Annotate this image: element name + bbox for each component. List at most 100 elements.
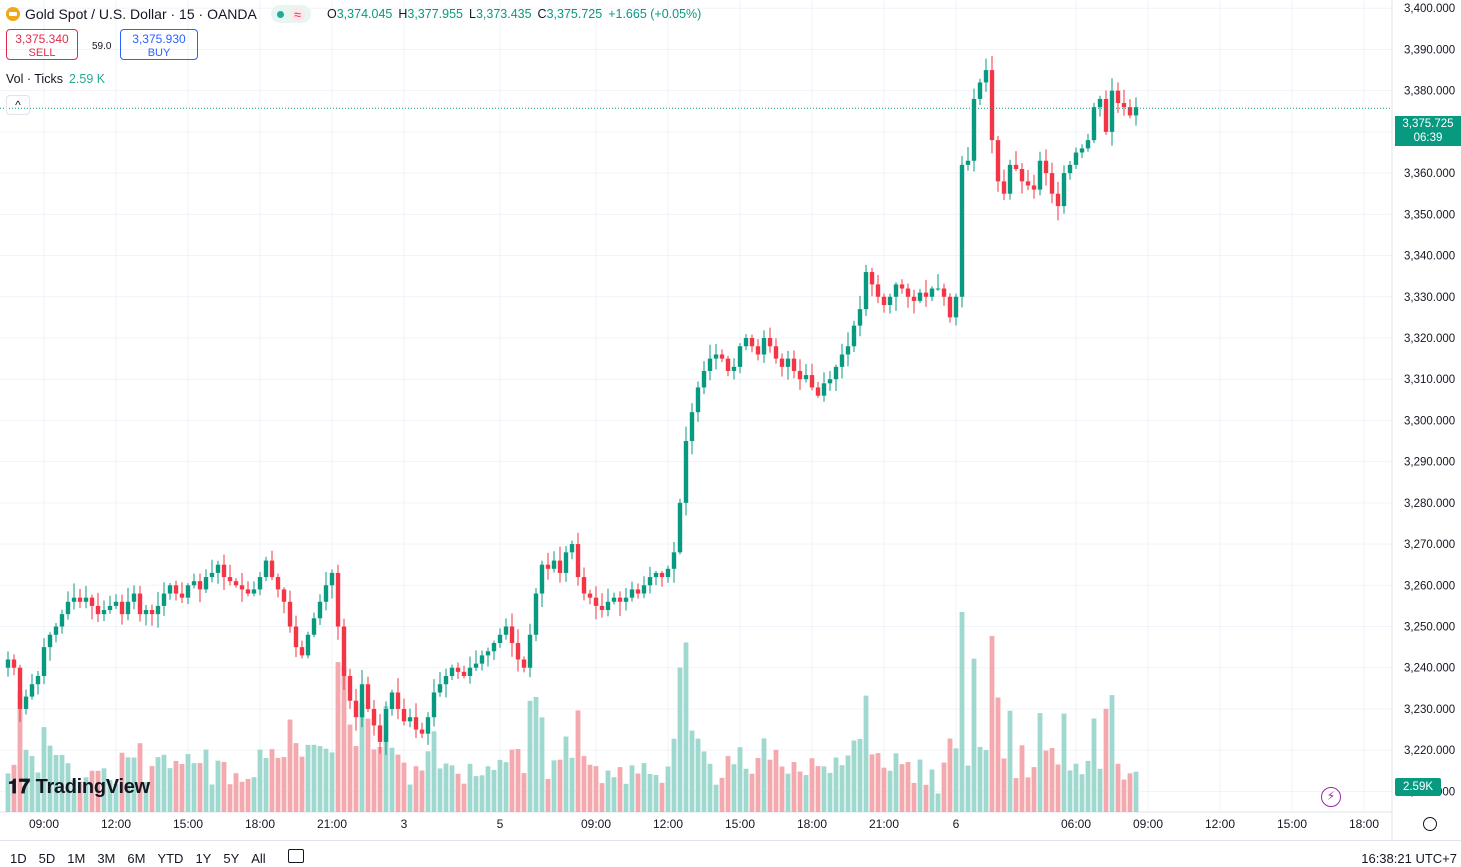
volume-bar (257, 749, 263, 812)
candle-body (539, 564, 545, 594)
volume-bar (53, 754, 59, 812)
clock[interactable]: 16:38:21 UTC+7 (1361, 851, 1457, 866)
candle-body (521, 659, 527, 668)
candle-body (245, 589, 251, 594)
range-all[interactable]: All (251, 851, 266, 866)
candle-body (503, 626, 509, 635)
price-tick-label: 3,360.000 (1404, 168, 1455, 180)
candle-body (629, 589, 635, 598)
volume-bar (1127, 773, 1133, 812)
candle-body (707, 358, 713, 371)
volume-bar (677, 667, 683, 812)
candle-body (221, 564, 227, 578)
volume-bar (683, 642, 689, 812)
candle-body (989, 70, 995, 141)
volume-bar (71, 779, 77, 812)
symbol-title[interactable]: Gold Spot / U.S. Dollar · 15 · OANDA (25, 6, 257, 22)
candle-body (137, 593, 143, 615)
range-3m[interactable]: 3M (97, 851, 116, 866)
price-tick-label: 3,320.000 (1404, 333, 1455, 345)
candle-body (455, 667, 461, 672)
candle-body (797, 370, 803, 380)
volume-bar (671, 738, 677, 812)
candle-body (389, 692, 395, 709)
candle-body (251, 589, 257, 594)
candle-body (1085, 140, 1091, 149)
buy-button[interactable]: 3,375.930 BUY (120, 29, 198, 60)
volume-bar (131, 757, 137, 812)
volume-bar (773, 749, 779, 812)
price-tick-label: 3,290.000 (1404, 457, 1455, 469)
candle-body (527, 634, 533, 668)
market-status-pill[interactable]: ≈ (270, 5, 311, 23)
volume-bar (587, 764, 593, 812)
range-1y[interactable]: 1Y (195, 851, 212, 866)
volume-bar (203, 749, 209, 812)
volume-bar (713, 784, 719, 812)
range-6m[interactable]: 6M (127, 851, 146, 866)
range-5y[interactable]: 5Y (223, 851, 240, 866)
volume-bar (1115, 763, 1121, 812)
candle-body (347, 675, 353, 701)
volume-bar (293, 743, 299, 812)
candle-body (965, 160, 971, 165)
lightning-icon[interactable]: ⚡ (1321, 787, 1341, 807)
candle-body (269, 560, 275, 578)
volume-bar (833, 757, 839, 812)
volume-bar (971, 658, 977, 812)
volume-bar (653, 774, 659, 812)
range-1m[interactable]: 1M (67, 851, 86, 866)
volume-bar (1109, 695, 1115, 812)
candle-body (851, 325, 857, 347)
candle-body (809, 375, 815, 388)
candle-body (947, 296, 953, 318)
time-tick-label: 15:00 (1277, 817, 1307, 831)
volume-bar (539, 717, 545, 812)
range-ytd[interactable]: YTD (157, 851, 184, 866)
candle-body (1037, 160, 1043, 190)
candle-body (665, 568, 671, 578)
volume-bar (803, 775, 809, 812)
price-tick-label: 3,350.000 (1404, 209, 1455, 221)
volume-bar (245, 778, 251, 812)
price-tick-label: 3,270.000 (1404, 539, 1455, 551)
volume-bar (269, 749, 275, 812)
price-tick-label: 3,260.000 (1404, 580, 1455, 592)
candle-body (641, 585, 647, 594)
candle-body (5, 659, 11, 668)
candle-body (959, 164, 965, 297)
candle-body (1061, 173, 1067, 207)
volume-bar (233, 773, 239, 812)
candle-body (593, 597, 599, 606)
range-1d[interactable]: 1D (10, 851, 27, 866)
volume-bar (311, 744, 317, 812)
volume-bar (35, 772, 41, 812)
sell-button[interactable]: 3,375.340 SELL (6, 29, 78, 60)
volume-bar (965, 765, 971, 812)
gear-icon[interactable] (1423, 817, 1437, 831)
candle-body (893, 284, 899, 297)
volume-axis-label: 2.59K (1395, 778, 1441, 796)
volume-bar (425, 751, 431, 812)
volume-bar (497, 759, 503, 812)
volume-bar (305, 744, 311, 812)
candle-body (473, 663, 479, 668)
volume-bar (827, 772, 833, 812)
calendar-icon[interactable] (288, 849, 304, 863)
price-tick-label: 3,280.000 (1404, 498, 1455, 510)
volume-bar (947, 738, 953, 812)
candle-body (329, 572, 335, 586)
volume-bar (161, 754, 167, 812)
range-5d[interactable]: 5D (38, 851, 56, 866)
candle-body (611, 597, 617, 602)
volume-bar (953, 748, 959, 812)
tradingview-logo[interactable]: 𝟏𝟕 TradingView (8, 776, 150, 798)
candle-body (1001, 181, 1007, 194)
volume-bar (623, 783, 629, 812)
collapse-legend-button[interactable]: ^ (6, 95, 30, 115)
candle-body (653, 572, 659, 578)
approx-icon: ≈ (289, 6, 305, 22)
volume-bar (851, 740, 857, 812)
volume-bar (77, 781, 83, 812)
